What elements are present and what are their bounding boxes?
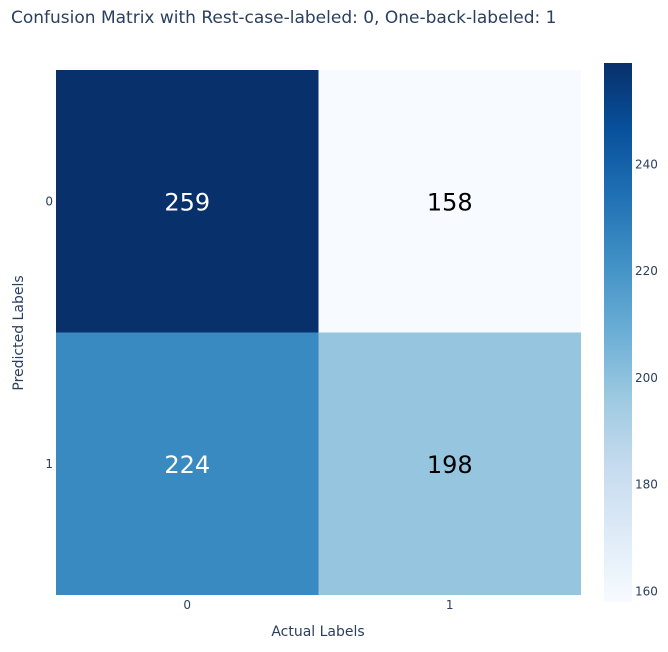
y-axis-title: Predicted Labels [11,275,27,390]
colorbar-tick-label: 240 [635,157,658,171]
colorbar-ticks: 160 180 200 220 240 [635,157,658,598]
colorbar-tick-label: 220 [635,264,658,278]
x-tick-label: 0 [183,598,191,612]
x-tick-label: 1 [446,598,454,612]
chart-title: Confusion Matrix with Rest-case-labeled:… [11,8,556,28]
y-axis-ticks: 01 [45,194,53,471]
cell-value-label: 259 [164,188,210,216]
colorbar-tick-label: 160 [635,584,658,598]
x-axis-title: Actual Labels [271,624,364,640]
cell-value-label: 224 [164,451,210,479]
colorbar-tick-label: 180 [635,478,658,492]
y-tick-label: 0 [45,194,53,208]
heatmap-cells [56,70,581,595]
cell-value-label: 198 [427,451,473,479]
y-tick-label: 1 [45,457,53,471]
colorbar-tick-label: 200 [635,371,658,385]
cell-value-label: 158 [427,188,473,216]
heatmap-cell [56,332,319,595]
heatmap-cell [56,70,319,333]
heatmap-cell-labels: 259 158 224 198 [164,188,472,479]
heatmap-cell [318,332,581,595]
colorbar [604,63,632,602]
heatmap-cell [318,70,581,333]
